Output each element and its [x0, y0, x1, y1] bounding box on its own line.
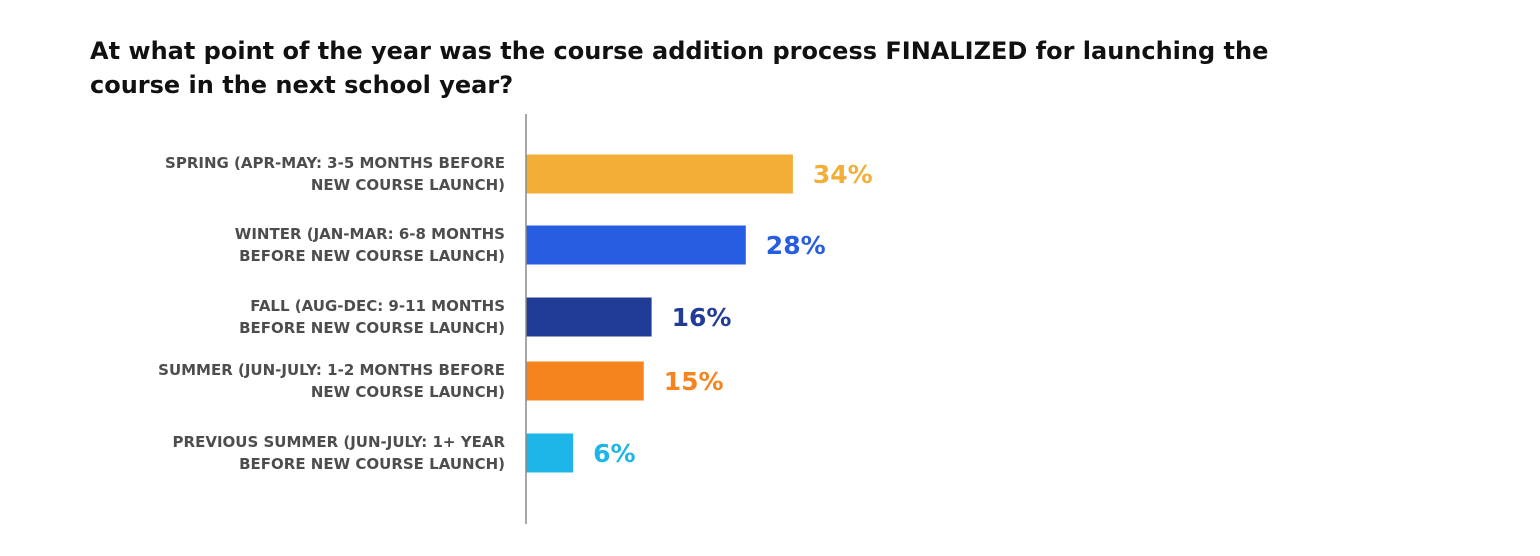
category-label-2-line-0: FALL (AUG-DEC: 9-11 MONTHS: [250, 297, 505, 315]
category-label-3-line-0: SUMMER (JUN-JULY: 1-2 MONTHS BEFORE: [158, 361, 505, 379]
value-label-3: 15%: [664, 367, 724, 396]
chart-title: At what point of the year was the course…: [90, 34, 1340, 102]
category-label-0-line-0: SPRING (APR-MAY: 3-5 MONTHS BEFORE: [165, 154, 505, 172]
category-label-1-line-0: WINTER (JAN-MAR: 6-8 MONTHS: [235, 225, 505, 243]
category-label-2-line-1: BEFORE NEW COURSE LAUNCH): [239, 319, 505, 337]
bar-4: [526, 433, 574, 473]
category-label-4-line-1: BEFORE NEW COURSE LAUNCH): [239, 455, 505, 473]
chart-title-line-1: At what point of the year was the course…: [90, 37, 1269, 65]
bar-3: [526, 361, 644, 401]
value-label-2: 16%: [672, 303, 732, 332]
value-label-0: 34%: [813, 160, 873, 189]
bar-2: [526, 297, 652, 337]
category-label-3-line-1: NEW COURSE LAUNCH): [311, 383, 505, 401]
labels-layer: 34% SPRING (APR-MAY: 3-5 MONTHS BEFORE NEW…: [158, 154, 873, 473]
bar-0: [526, 154, 793, 194]
value-label-1: 28%: [766, 231, 826, 260]
bars-layer: [526, 154, 793, 473]
category-label-1-line-1: BEFORE NEW COURSE LAUNCH): [239, 247, 505, 265]
chart-title-line-2: course in the next school year?: [90, 71, 514, 99]
category-label-4-line-0: PREVIOUS SUMMER (JUN-JULY: 1+ YEAR: [173, 433, 506, 451]
bar-1: [526, 225, 746, 265]
value-label-4: 6%: [593, 439, 635, 468]
category-label-0-line-1: NEW COURSE LAUNCH): [311, 176, 505, 194]
